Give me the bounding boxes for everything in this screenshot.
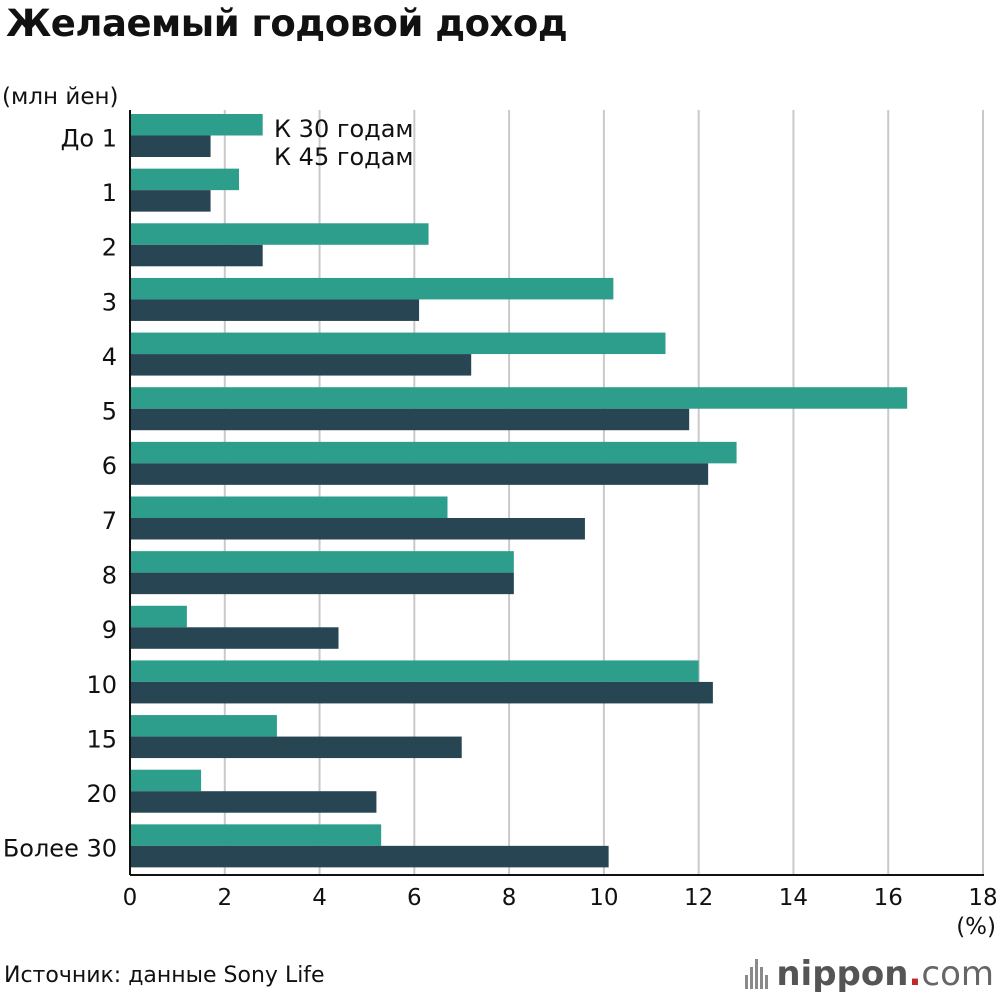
category-label: Более 30: [3, 835, 117, 863]
bar-k30-1: [130, 168, 239, 191]
x-axis-unit-label: (%): [956, 914, 996, 940]
x-tick-label: 16: [874, 885, 903, 911]
bar-k30-3: [130, 277, 614, 300]
x-tick-label: 18: [968, 885, 997, 911]
logo-dot: .: [908, 954, 922, 994]
bar-k30-7: [130, 496, 448, 518]
category-label: 2: [102, 234, 117, 262]
y-axis-unit-label: (млн йен): [2, 84, 119, 110]
category-label: 20: [86, 780, 117, 808]
bar-k45-4: [130, 354, 472, 376]
x-tick-label: 8: [502, 885, 517, 911]
category-label: 4: [102, 343, 117, 371]
bar-k30-0: [130, 114, 263, 136]
logo-suffix: com: [921, 954, 994, 994]
source-note: Источник: данные Sony Life: [4, 963, 325, 988]
logo-text: nippon: [776, 954, 909, 994]
nippon-logo: nippon.com: [745, 954, 994, 994]
nippon-bars-icon: [745, 959, 769, 989]
bar-k45-11: [130, 736, 462, 759]
bar-k45-5: [130, 408, 690, 431]
category-label: 3: [102, 288, 117, 316]
bar-k30-5: [130, 387, 908, 409]
category-label: 9: [102, 616, 117, 644]
x-tick-label: 2: [217, 885, 232, 911]
bar-k30-8: [130, 551, 514, 573]
bar-k30-2: [130, 223, 429, 245]
bar-k45-1: [130, 190, 211, 212]
bar-k30-13: [130, 824, 382, 846]
category-label: 7: [102, 507, 117, 535]
x-tick-label: 4: [312, 885, 327, 911]
legend-k45: К 45 годам: [274, 143, 414, 171]
chart-title: Желаемый годовой доход: [6, 2, 568, 45]
category-label: 5: [102, 398, 117, 426]
category-label: 15: [86, 725, 117, 753]
category-label: До 1: [61, 124, 117, 152]
bar-k45-2: [130, 244, 263, 267]
bar-k30-9: [130, 605, 187, 628]
bar-k45-9: [130, 627, 339, 649]
bar-k30-10: [130, 660, 699, 682]
bar-k45-12: [130, 791, 377, 813]
legend-k30: К 30 годам: [274, 115, 414, 143]
x-tick-label: 6: [407, 885, 422, 911]
bar-k45-6: [130, 463, 709, 485]
bar-k30-4: [130, 332, 666, 355]
bar-k45-7: [130, 518, 585, 540]
bars: [130, 114, 908, 868]
category-label: 1: [102, 179, 117, 207]
bar-k30-11: [130, 715, 277, 737]
x-tick-label: 0: [123, 885, 138, 911]
grid-lines: [223, 110, 984, 875]
bar-k45-3: [130, 299, 420, 321]
bar-k45-10: [130, 681, 713, 704]
bar-k45-8: [130, 572, 514, 595]
category-label: 8: [102, 561, 117, 589]
bar-k30-6: [130, 441, 737, 464]
bar-k30-12: [130, 769, 202, 792]
bar-k45-0: [130, 135, 211, 157]
axes: [129, 110, 984, 876]
bar-k45-13: [130, 845, 609, 868]
category-label: 10: [86, 671, 117, 699]
x-tick-label: 10: [589, 885, 618, 911]
category-label: 6: [102, 452, 117, 480]
x-tick-label: 12: [684, 885, 713, 911]
x-tick-label: 14: [779, 885, 808, 911]
